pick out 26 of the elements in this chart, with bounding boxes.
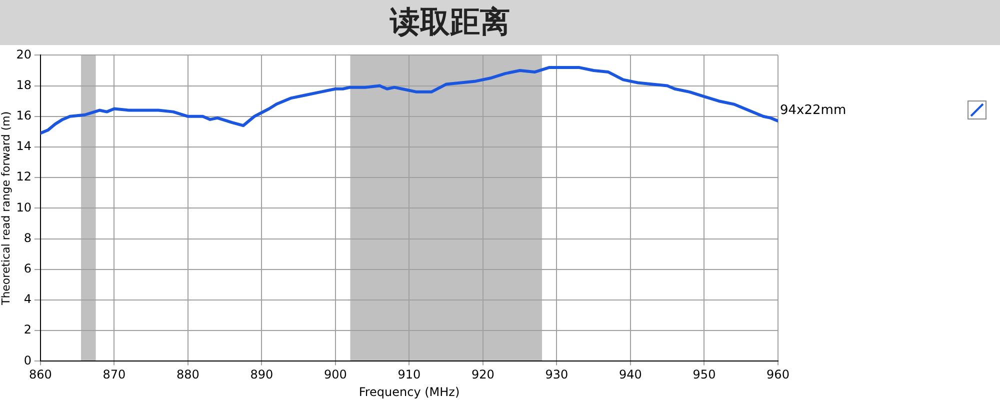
y-tick-label: 4 (24, 292, 32, 306)
x-tick-label: 920 (472, 368, 494, 382)
x-axis-title: Frequency (MHz) (358, 384, 460, 399)
y-tick-label: 10 (16, 200, 32, 214)
y-tick-label: 0 (24, 353, 32, 368)
x-tick-label: 960 (766, 368, 790, 382)
y-tick-label: 8 (24, 230, 32, 245)
x-tick-label: 900 (324, 368, 347, 382)
x-tick-label: 870 (102, 368, 126, 382)
x-tick-label: 950 (692, 368, 716, 382)
x-tick-label: 890 (250, 368, 274, 382)
y-tick-label: 16 (16, 108, 32, 123)
x-tick-label: 910 (398, 368, 421, 382)
y-tick-label: 12 (16, 170, 32, 184)
x-tick-label: 940 (619, 368, 642, 382)
y-tick-label: 2 (24, 322, 32, 337)
x-tick-label: 930 (545, 368, 568, 382)
series-label: 94x22mm (780, 102, 846, 118)
x-tick-label: 880 (176, 368, 200, 382)
y-axis-title: Theoretical read range forward (m) (0, 111, 12, 306)
y-tick-label: 14 (16, 139, 32, 154)
y-tick-label: 18 (16, 78, 32, 92)
x-tick-label: 860 (29, 368, 52, 382)
y-tick-label: 20 (16, 47, 32, 62)
y-tick-label: 6 (24, 262, 32, 276)
chart-title: 读取距离 (390, 4, 510, 42)
